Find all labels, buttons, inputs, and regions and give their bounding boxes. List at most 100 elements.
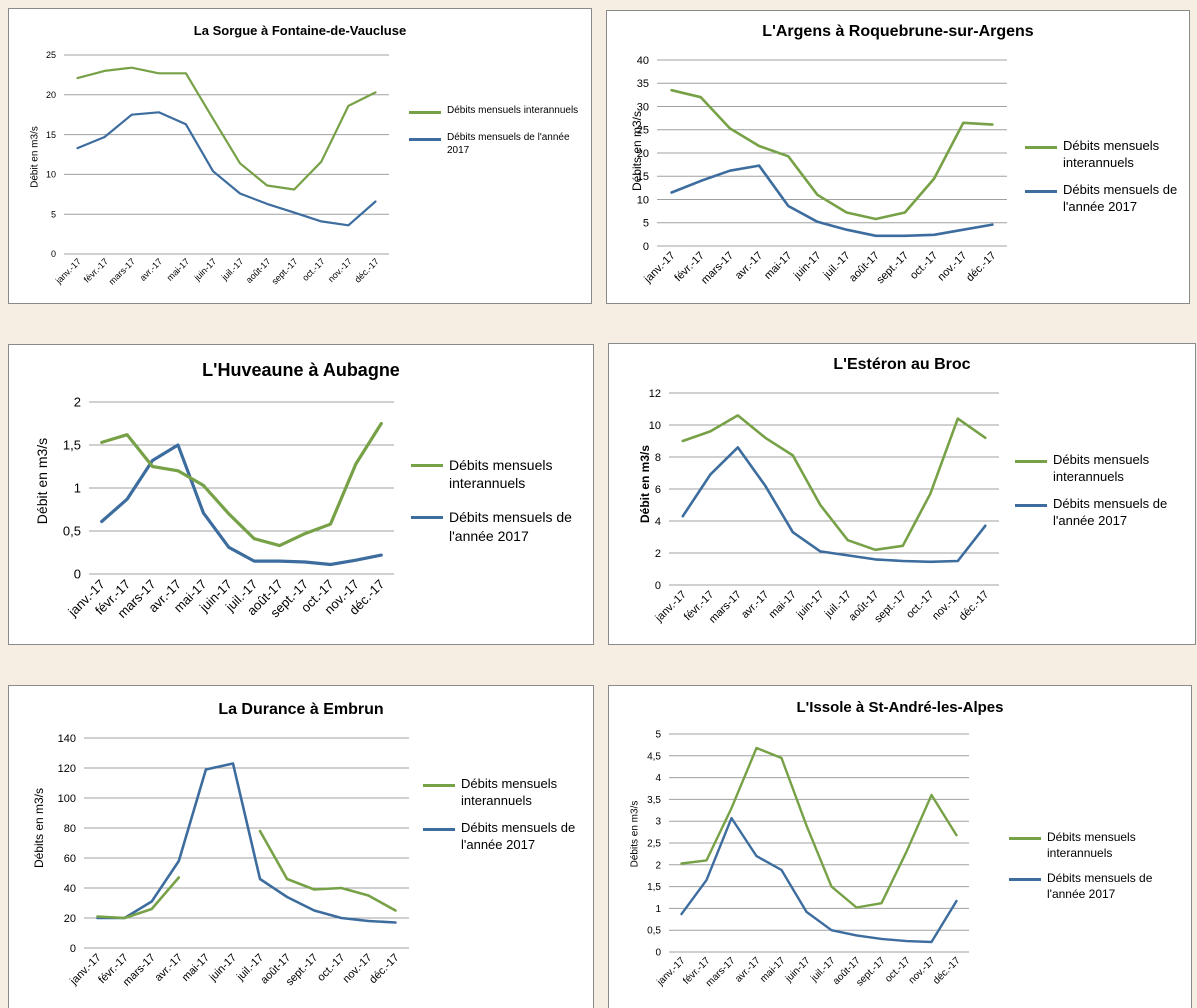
legend-line-green — [423, 784, 455, 787]
x-tick-label: janv.-17 — [653, 589, 689, 625]
x-tick-label: juin-17 — [191, 256, 218, 283]
legend-item-interannual: Débits mensuels interannuels — [1009, 830, 1185, 861]
series-line-interannual — [258, 829, 397, 912]
x-tick-label: mai-17 — [165, 256, 192, 283]
legend-item-2017: Débits mensuels de l'année 2017 — [1015, 496, 1193, 530]
series-line-interannual — [100, 421, 383, 548]
chart-svg: 0510152025303540janv.-17févr.-17mars-17a… — [637, 55, 1007, 287]
chart-panel-sorgue: 0 5 10 15 20 25 janv.-17 févr.-17 mars-17 avr.-17… — [8, 8, 592, 304]
legend-item-interannual: Débits mensuels interannuels — [1025, 138, 1189, 172]
y-tick-label: 3 — [655, 817, 661, 828]
legend-label: Débits mensuels de l'année 2017 — [449, 509, 572, 544]
x-tick-label: déc.-17 — [957, 589, 991, 623]
y-tick-label: 2 — [655, 548, 661, 560]
y-tick-label: 15 — [637, 171, 649, 183]
series-line-interannual — [680, 746, 958, 909]
legend-label: Débits mensuels de l'année 2017 — [447, 132, 570, 156]
y-tick-label: 4 — [655, 516, 661, 528]
x-tick-label: juin-17 — [207, 952, 240, 985]
x-tick-label: mai-17 — [758, 955, 788, 985]
x-tick-label: déc.-17 — [353, 256, 381, 284]
y-tick-label: 60 — [64, 853, 76, 865]
x-tick-label: avr.-17 — [733, 250, 765, 282]
legend-label: Débits mensuels de l'année 2017 — [1063, 181, 1178, 214]
series-line-2017 — [76, 111, 377, 227]
x-tick-label: avr.-17 — [153, 952, 185, 984]
y-tick-label: 2,5 — [647, 839, 661, 850]
x-tick-label: mars-17 — [699, 250, 736, 287]
legend-item-2017: Débits mensuels de l'année 2017 — [409, 131, 591, 157]
legend-label: Débits mensuels interannuels — [1063, 138, 1160, 170]
x-tick-label: mai-17 — [767, 589, 799, 621]
chart-svg: 00,511,522,533,544,55janv.-17févr.-17mar… — [647, 730, 969, 989]
x-tick-label: avr.-17 — [138, 256, 165, 283]
series-line-interannual — [76, 66, 377, 191]
y-tick-label: 140 — [58, 733, 76, 745]
series-line-2017 — [681, 446, 987, 564]
y-tick-label: 5 — [655, 730, 661, 741]
legend-line-blue — [423, 827, 455, 831]
series-line-2017 — [680, 816, 958, 944]
x-tick-label: janv.-17 — [641, 250, 677, 286]
y-tick-label: 0 — [51, 249, 56, 259]
x-tick-label: mars-17 — [107, 256, 137, 286]
x-tick-label: janv.-17 — [67, 952, 103, 988]
x-tick-label: févr.-17 — [82, 256, 110, 284]
chart-title: La Durance à Embrun — [218, 701, 384, 718]
chart-panel-issole: 0 0,5 1 1,5 2 2,5 3 3,5 4 4,5 5 janv.-17 févr.-17 mar… — [608, 685, 1192, 1008]
x-tick-label: juin-17 — [791, 250, 824, 283]
x-tick-label: oct.-17 — [300, 256, 327, 283]
y-tick-label: 3,5 — [647, 795, 661, 806]
y-tick-label: 80 — [64, 823, 76, 835]
legend-item-2017: Débits mensuels de l'année 2017 — [423, 820, 593, 854]
y-tick-label: 35 — [637, 78, 649, 90]
legend-line-green — [1025, 146, 1057, 149]
y-tick-label: 30 — [637, 101, 649, 113]
y-axis-label: Débits en m3/s — [629, 800, 641, 868]
legend-line-blue — [1015, 503, 1047, 507]
y-tick-label: 1 — [74, 481, 81, 496]
legend-item-2017: Débits mensuels de l'année 2017 — [1009, 871, 1185, 902]
y-tick-label: 0,5 — [647, 926, 661, 937]
y-tick-label: 10 — [649, 420, 661, 432]
legend-item-interannual: Débits mensuels interannuels — [1015, 452, 1193, 486]
series-line-2017 — [100, 443, 383, 567]
legend-line-green — [1015, 460, 1047, 463]
x-tick-label: déc.-17 — [964, 250, 998, 284]
y-tick-label: 40 — [64, 883, 76, 895]
y-tick-label: 15 — [46, 130, 56, 140]
y-tick-label: 12 — [649, 388, 661, 400]
y-tick-label: 20 — [637, 148, 649, 160]
series-line-interannual — [681, 414, 987, 552]
chart-title: La Sorgue à Fontaine-de-Vaucluse — [193, 23, 407, 38]
y-tick-label: 10 — [637, 194, 649, 206]
series-line-interannual — [670, 88, 994, 221]
x-tick-label: nov.-17 — [326, 256, 354, 284]
legend-item-2017: Débits mensuels de l'année 2017 — [1025, 182, 1189, 216]
y-tick-label: 0 — [655, 948, 661, 959]
x-tick-label: juin-17 — [794, 589, 827, 622]
x-tick-label: janv.-17 — [654, 955, 687, 988]
y-tick-label: 1,5 — [63, 438, 81, 453]
y-tick-label: 0,5 — [63, 524, 81, 539]
y-axis-label: Débit en m3/s — [29, 126, 41, 188]
legend-line-blue — [1009, 878, 1041, 882]
x-tick-label: août-17 — [244, 256, 273, 285]
y-axis-label: Débits en m3/s — [32, 787, 46, 869]
y-tick-label: 4 — [655, 773, 661, 784]
x-tick-label: déc.-17 — [931, 955, 963, 987]
x-tick-label: déc.-17 — [367, 952, 401, 986]
chart-svg: 00,511,52janv.-17févr.-17mars-17avr.-17m… — [63, 395, 394, 621]
legend-item-interannual: Débits mensuels interannuels — [423, 776, 593, 810]
chart-legend: Débits mensuels interannuels Débits mens… — [423, 776, 593, 854]
y-tick-label: 120 — [58, 763, 76, 775]
x-tick-label: nov.-17 — [936, 250, 970, 284]
chart-svg: 020406080100120140janv.-17févr.-17mars-1… — [58, 733, 409, 989]
chart-title: L'Argens à Roquebrune-sur-Argens — [762, 23, 1034, 40]
y-tick-label: 6 — [655, 484, 661, 496]
y-tick-label: 0 — [70, 943, 76, 955]
y-tick-label: 5 — [51, 209, 56, 219]
legend-label: Débits mensuels interannuels — [1047, 830, 1136, 860]
y-tick-label: 10 — [46, 170, 56, 180]
